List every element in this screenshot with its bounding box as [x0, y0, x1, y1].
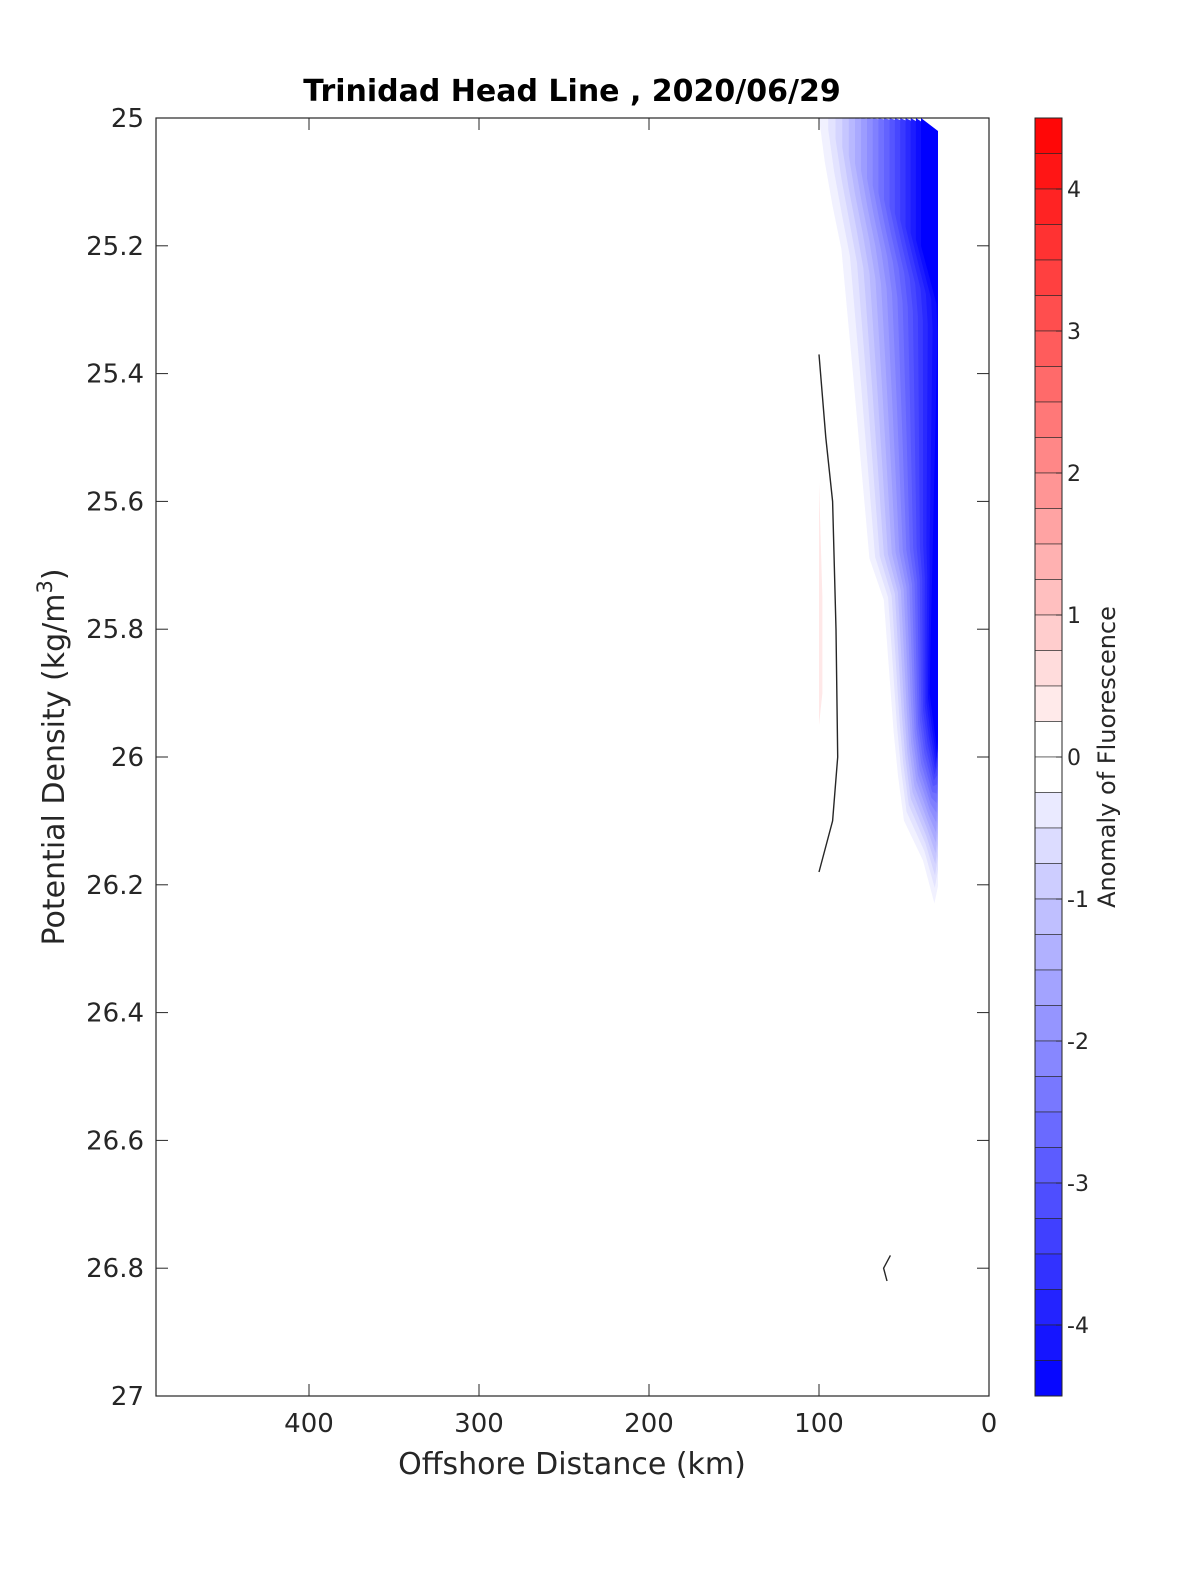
y-tick-label: 25.4 — [86, 360, 144, 390]
colorbar-band — [1034, 401, 1063, 438]
y-axis-ticks: 25 25.2 25.4 25.6 25.8 26 26.2 26.4 26.6 26.8 27 — [86, 104, 989, 1412]
plot-frame — [155, 117, 990, 1397]
contour-band-negative — [921, 118, 938, 753]
colorbar-band — [1034, 1182, 1063, 1219]
x-tick-label: 200 — [624, 1409, 674, 1439]
colorbar-band — [1034, 934, 1063, 971]
colorbar-band — [1034, 969, 1063, 1006]
colorbar-band — [1034, 1111, 1063, 1148]
y-tick-label: 26.8 — [86, 1254, 144, 1284]
colorbar-band — [1034, 1360, 1063, 1397]
colorbar-band — [1034, 898, 1063, 935]
zero-contour-line — [818, 354, 839, 873]
colorbar-band — [1034, 1218, 1063, 1255]
colorbar-band — [1034, 685, 1063, 722]
colorbar-frame — [1034, 117, 1063, 1397]
x-tick-label: 0 — [981, 1409, 998, 1439]
colorbar-bands — [1034, 117, 1063, 1397]
colorbar: 4 3 2 1 0 -1 -2 -3 -4 — [1034, 117, 1089, 1397]
colorbar-band — [1034, 472, 1063, 509]
y-tick-label: 25.2 — [86, 232, 144, 262]
y-axis-label-superscript: 3 — [33, 580, 57, 593]
colorbar-band — [1034, 188, 1063, 225]
colorbar-tick-label: -3 — [1067, 1172, 1089, 1197]
colorbar-band — [1034, 721, 1063, 758]
y-tick-label: 27 — [111, 1382, 144, 1412]
y-tick-label: 25.8 — [86, 615, 144, 645]
chart-title: Trinidad Head Line , 2020/06/29 — [303, 74, 840, 109]
y-tick-label: 26 — [111, 743, 144, 773]
y-tick-label: 26.2 — [86, 871, 144, 901]
colorbar-band — [1034, 650, 1063, 687]
x-tick-label: 400 — [284, 1409, 334, 1439]
colorbar-band — [1034, 117, 1063, 154]
colorbar-band — [1034, 543, 1063, 580]
y-axis-label-close: ) — [37, 568, 72, 580]
colorbar-label: Anomaly of Fluorescence — [1093, 606, 1121, 908]
colorbar-ticks: 4 3 2 1 0 -1 -2 -3 -4 — [1056, 178, 1089, 1339]
colorbar-band — [1034, 1289, 1063, 1326]
plot-area: 400 300 200 100 0 25 25.2 25.4 25.6 25.8 26 26.2 26… — [86, 104, 997, 1439]
colorbar-band — [1034, 1076, 1063, 1113]
zero-contour-line — [882, 1255, 892, 1282]
x-axis-label: Offshore Distance (km) — [398, 1447, 746, 1482]
y-axis-label-main: Potential Density (kg/m — [37, 594, 72, 946]
colorbar-tick-label: -2 — [1067, 1030, 1089, 1055]
y-tick-label: 25 — [111, 104, 144, 134]
colorbar-band — [1034, 295, 1063, 332]
colorbar-tick-label: 2 — [1067, 462, 1081, 487]
colorbar-band — [1034, 1324, 1063, 1361]
colorbar-band — [1034, 259, 1063, 296]
colorbar-band — [1034, 756, 1063, 793]
y-axis-label: Potential Density (kg/m3) — [33, 568, 72, 945]
colorbar-band — [1034, 153, 1063, 190]
x-tick-label: 100 — [794, 1409, 844, 1439]
contour-band-positive — [819, 482, 823, 725]
colorbar-band — [1034, 863, 1063, 900]
contour-layer — [819, 118, 938, 904]
colorbar-band — [1034, 330, 1063, 367]
colorbar-band — [1034, 1253, 1063, 1290]
colorbar-band — [1034, 437, 1063, 474]
colorbar-band — [1034, 1040, 1063, 1077]
y-tick-label: 25.6 — [86, 487, 144, 517]
colorbar-band — [1034, 224, 1063, 261]
colorbar-band — [1034, 792, 1063, 829]
colorbar-tick-label: 1 — [1067, 604, 1081, 629]
colorbar-band — [1034, 614, 1063, 651]
x-tick-label: 300 — [454, 1409, 504, 1439]
colorbar-band — [1034, 579, 1063, 616]
colorbar-band — [1034, 1147, 1063, 1184]
colorbar-tick-label: 3 — [1067, 320, 1081, 345]
colorbar-tick-label: -4 — [1067, 1314, 1089, 1339]
colorbar-tick-label: 4 — [1067, 178, 1081, 203]
colorbar-tick-label: -1 — [1067, 888, 1089, 913]
zero-contour-layer — [818, 354, 892, 1282]
colorbar-tick-label: 0 — [1067, 746, 1081, 771]
colorbar-band — [1034, 827, 1063, 864]
x-axis-ticks: 400 300 200 100 0 — [284, 118, 997, 1439]
colorbar-band — [1034, 366, 1063, 403]
colorbar-band — [1034, 1005, 1063, 1042]
y-tick-label: 26.6 — [86, 1126, 144, 1156]
y-tick-label: 26.4 — [86, 999, 144, 1029]
colorbar-band — [1034, 508, 1063, 545]
